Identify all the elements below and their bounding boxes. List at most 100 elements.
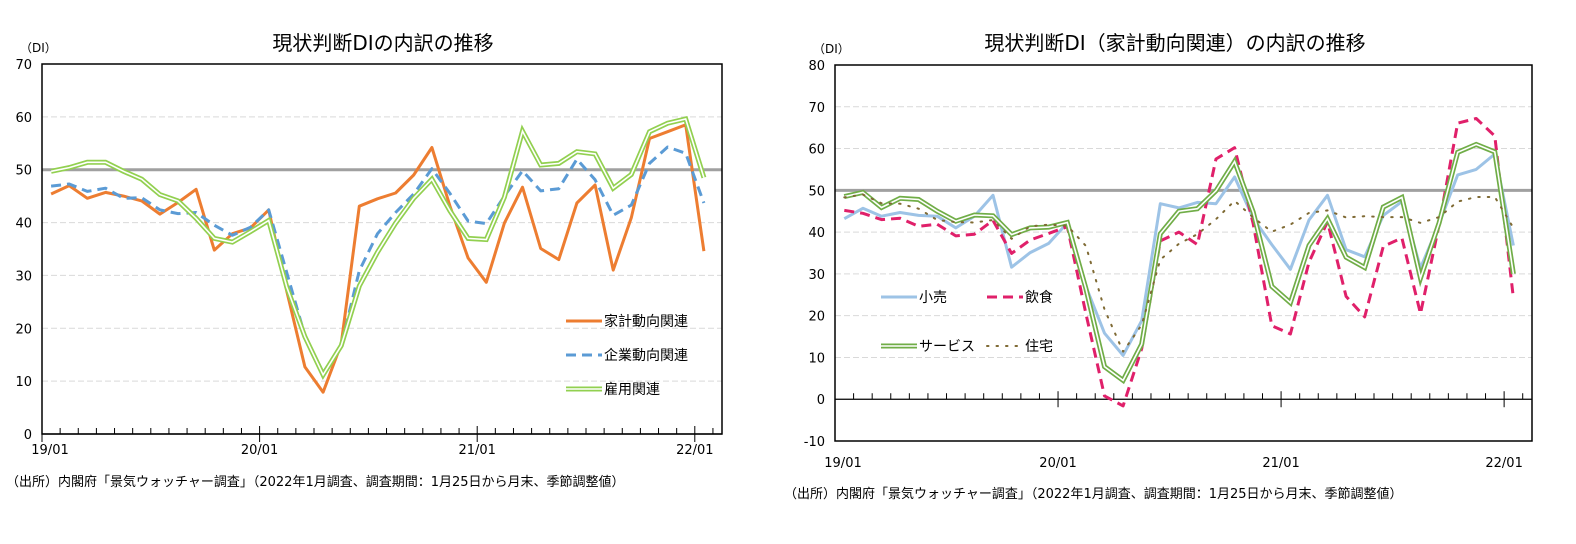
data-point: [1233, 200, 1235, 202]
data-point: [1178, 231, 1180, 233]
y-tick-label: 20: [15, 322, 32, 337]
data-point: [177, 212, 179, 214]
data-point: [899, 211, 901, 213]
data-point: [1196, 208, 1198, 210]
data-point: [159, 209, 161, 211]
data-point: [376, 232, 378, 234]
data-point: [159, 193, 161, 195]
data-point: [1048, 226, 1050, 228]
data-point: [1122, 405, 1124, 407]
data-point: [594, 153, 596, 155]
series-1: [844, 117, 1515, 408]
data-point: [666, 146, 668, 148]
legend-label: 飲食: [1025, 289, 1053, 306]
data-point: [1494, 135, 1496, 137]
data-point: [899, 217, 901, 219]
data-point: [122, 195, 124, 197]
data-point: [880, 206, 882, 208]
data-point: [612, 187, 614, 189]
data-point: [558, 258, 560, 260]
legend-label: 企業動向関連: [604, 347, 688, 364]
data-point: [1140, 324, 1142, 326]
data-point: [936, 219, 938, 221]
data-point: [122, 170, 124, 172]
data-point: [1103, 308, 1105, 310]
data-point: [1308, 244, 1310, 246]
data-point: [1289, 302, 1291, 304]
data-point: [213, 249, 215, 251]
data-point: [1308, 219, 1310, 221]
data-point: [630, 217, 632, 219]
data-point: [576, 158, 578, 160]
data-point: [630, 173, 632, 175]
y-tick-label: -10: [804, 435, 825, 450]
data-point: [880, 215, 882, 217]
data-point: [449, 210, 451, 212]
data-point: [1401, 196, 1403, 198]
data-point: [1419, 277, 1421, 279]
data-point: [1233, 176, 1235, 178]
legend-item: 家計動向関連: [566, 313, 688, 330]
data-point: [86, 190, 88, 192]
data-point: [955, 235, 957, 237]
data-point: [449, 192, 451, 194]
data-point: [304, 336, 306, 338]
data-point: [1048, 242, 1050, 244]
data-point: [1475, 168, 1477, 170]
data-point: [1456, 174, 1458, 176]
data-point: [1512, 273, 1514, 275]
data-point: [1345, 216, 1347, 218]
y-tick-label: 10: [15, 375, 32, 390]
data-point: [1103, 332, 1105, 334]
data-point: [917, 198, 919, 200]
data-point: [86, 197, 88, 199]
data-point: [267, 219, 269, 221]
data-point: [1289, 223, 1291, 225]
x-tick-label: 21/01: [1262, 456, 1299, 471]
data-point: [467, 257, 469, 259]
series-line: [50, 145, 706, 375]
data-point: [1401, 237, 1403, 239]
data-point: [104, 187, 106, 189]
data-point: [880, 218, 882, 220]
data-point: [1215, 190, 1217, 192]
data-point: [666, 122, 668, 124]
data-point: [213, 237, 215, 239]
data-point: [485, 281, 487, 283]
series-line-outer: [50, 116, 707, 380]
data-point: [1010, 252, 1012, 254]
y-unit-label: （DI）: [813, 42, 850, 56]
data-point: [843, 218, 845, 220]
data-point: [267, 209, 269, 211]
data-point: [862, 191, 864, 193]
y-tick-label: 30: [808, 268, 825, 283]
plot-area-frame: [834, 64, 1533, 442]
data-point: [1215, 203, 1217, 205]
legend-label: 住宅: [1025, 339, 1053, 355]
data-point: [1178, 243, 1180, 245]
data-point: [1252, 211, 1254, 213]
data-point: [1382, 245, 1384, 247]
data-point: [467, 220, 469, 222]
data-point: [1308, 261, 1310, 263]
series-3: [843, 193, 1515, 353]
data-point: [1029, 239, 1031, 241]
data-point: [1326, 209, 1328, 211]
series-2: [50, 116, 707, 380]
data-point: [1066, 225, 1068, 227]
y-tick-label: 60: [808, 143, 825, 158]
data-point: [213, 224, 215, 226]
data-point: [1159, 258, 1161, 260]
data-point: [503, 222, 505, 224]
data-point: [1512, 297, 1514, 299]
data-point: [1140, 343, 1142, 345]
data-point: [104, 191, 106, 193]
chart-panel-household: 現状判断DI（家計動向関連）の内訳の推移 （DI） -10 0 10 20 30 40 50 60…: [780, 0, 1576, 540]
legend-label: 雇用関連: [604, 381, 660, 398]
data-point: [685, 152, 687, 154]
data-point: [1122, 354, 1124, 356]
data-point: [358, 205, 360, 207]
y-tick-label: 70: [808, 101, 825, 116]
x-tick-label: 22/01: [676, 443, 713, 458]
series-line: [50, 123, 706, 394]
